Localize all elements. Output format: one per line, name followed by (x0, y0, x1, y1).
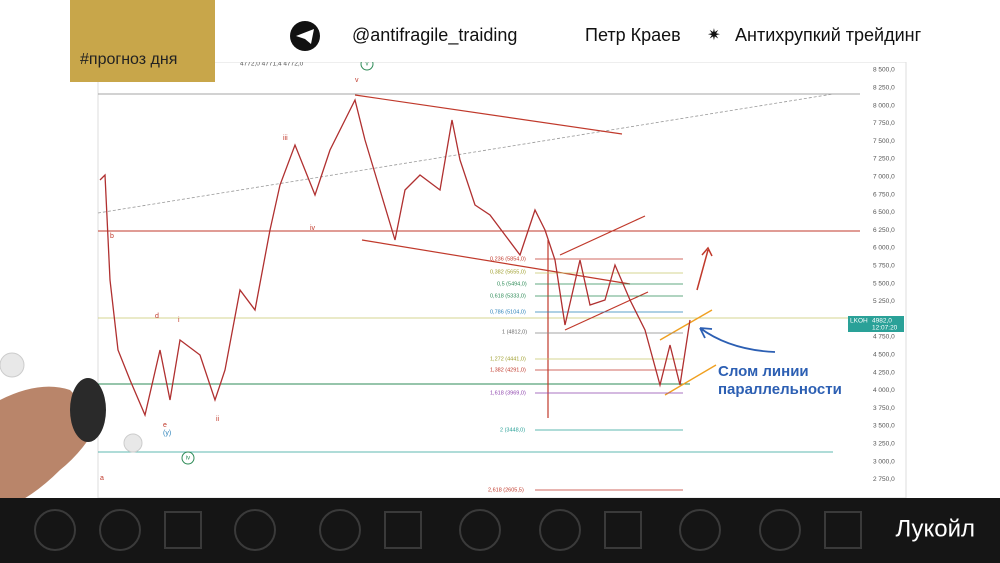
annotation: Слом линии (718, 363, 809, 380)
arrow-up (696, 246, 713, 291)
tag-box (70, 0, 215, 82)
trend-line (97, 93, 834, 214)
ohlc: 4772,0 4771,4 4772,0 (240, 61, 304, 68)
wave: iv (186, 456, 190, 462)
tag: #прогноз дня (80, 51, 177, 68)
fib-label: 0,236 (5854,0) (490, 256, 526, 262)
trend-line (559, 215, 646, 256)
chart-area (97, 61, 907, 499)
brand: Антихрупкий трейдинг (735, 25, 922, 45)
price-axis-label: 6 250,0 (873, 227, 895, 234)
price-axis-label: 2 750,0 (873, 476, 895, 483)
price-axis-label: 6 750,0 (873, 191, 895, 198)
fib-label: 1 (4812,0) (502, 329, 527, 335)
trend-line (361, 239, 631, 285)
author: Петр Краев (585, 25, 681, 45)
wave-labels: v iii iv b d i ii e (y) a iv v (100, 57, 374, 482)
price-axis-label: 3 750,0 (873, 405, 895, 412)
wave: i (178, 317, 180, 324)
price: 4982,0 (872, 318, 892, 325)
fib-labels: 0,236 (5854,0) 0,382 (5655,0) 0,5 (5494,… (488, 256, 527, 493)
price-axis-label: 4 750,0 (873, 334, 895, 341)
wave: a (100, 475, 104, 482)
price-line (99, 98, 691, 418)
wave: v (355, 77, 359, 84)
pearl (123, 433, 143, 453)
price-axis-label: 4 000,0 (873, 387, 895, 394)
fib-label: 2,618 (2605,5) (488, 487, 524, 493)
price-axis-label: 7 250,0 (873, 156, 895, 163)
price-axis-label: 7 000,0 (873, 174, 895, 181)
price-axis-label: 3 500,0 (873, 423, 895, 430)
price-axis-label: 5 750,0 (873, 263, 895, 270)
wave: e (163, 422, 167, 429)
wave: iv (310, 225, 316, 232)
trend-line (564, 291, 649, 331)
price-axis-label: 8 250,0 (873, 85, 895, 92)
trend-line (354, 94, 623, 135)
telegram-glyph (296, 29, 314, 44)
arrow (699, 327, 776, 353)
ticker: LKOH (850, 318, 868, 325)
price-axis-label: 8 000,0 (873, 102, 895, 109)
time: 12:07:20 (872, 325, 898, 332)
price-axis-label: 3 000,0 (873, 458, 895, 465)
mouse (70, 378, 106, 442)
annotation: параллельности (718, 381, 842, 398)
separator: ✷ (707, 27, 720, 44)
price-axis-label: 3 250,0 (873, 441, 895, 448)
fib-label: 2 (3448,0) (500, 427, 525, 433)
fib-label: 0,618 (5333,0) (490, 293, 526, 299)
price-axis-label: 7 750,0 (873, 120, 895, 127)
pearl (0, 352, 25, 378)
wave: ii (216, 416, 220, 423)
channel-line (659, 309, 713, 341)
wave: v (366, 62, 369, 68)
channel-line (664, 364, 717, 396)
fib-label: 1,272 (4441,0) (490, 356, 526, 362)
handle: @antifragile_traiding (352, 25, 517, 46)
fib-label: 1,382 (4291,0) (490, 367, 526, 373)
price-tag (848, 316, 904, 332)
header-bar (215, 0, 1000, 62)
price-axis-label: 5 250,0 (873, 298, 895, 305)
price-axis-label: 6 000,0 (873, 245, 895, 252)
fib-label: 0,5 (5494,0) (497, 281, 527, 287)
footer-ornament (34, 509, 862, 551)
price-axis-label: 6 500,0 (873, 209, 895, 216)
price-axis-label: 4 250,0 (873, 369, 895, 376)
fib-label: 0,786 (5104,0) (490, 309, 526, 315)
wave: (y) (163, 430, 171, 437)
wave: b (110, 233, 114, 240)
fib-label: 1,618 (3969,0) (490, 390, 526, 396)
fib-label: 0,382 (5655,0) (490, 269, 526, 275)
wave: d (155, 313, 159, 320)
wave: iii (283, 135, 288, 142)
price-axis-label: 8 500,0 (873, 67, 895, 74)
footer-title: Лукойл (895, 515, 975, 542)
fib-lines (535, 258, 683, 491)
price-axis-label: 5 500,0 (873, 280, 895, 287)
price-axis-label: 4 500,0 (873, 352, 895, 359)
price-axis-label: 7 500,0 (873, 138, 895, 145)
